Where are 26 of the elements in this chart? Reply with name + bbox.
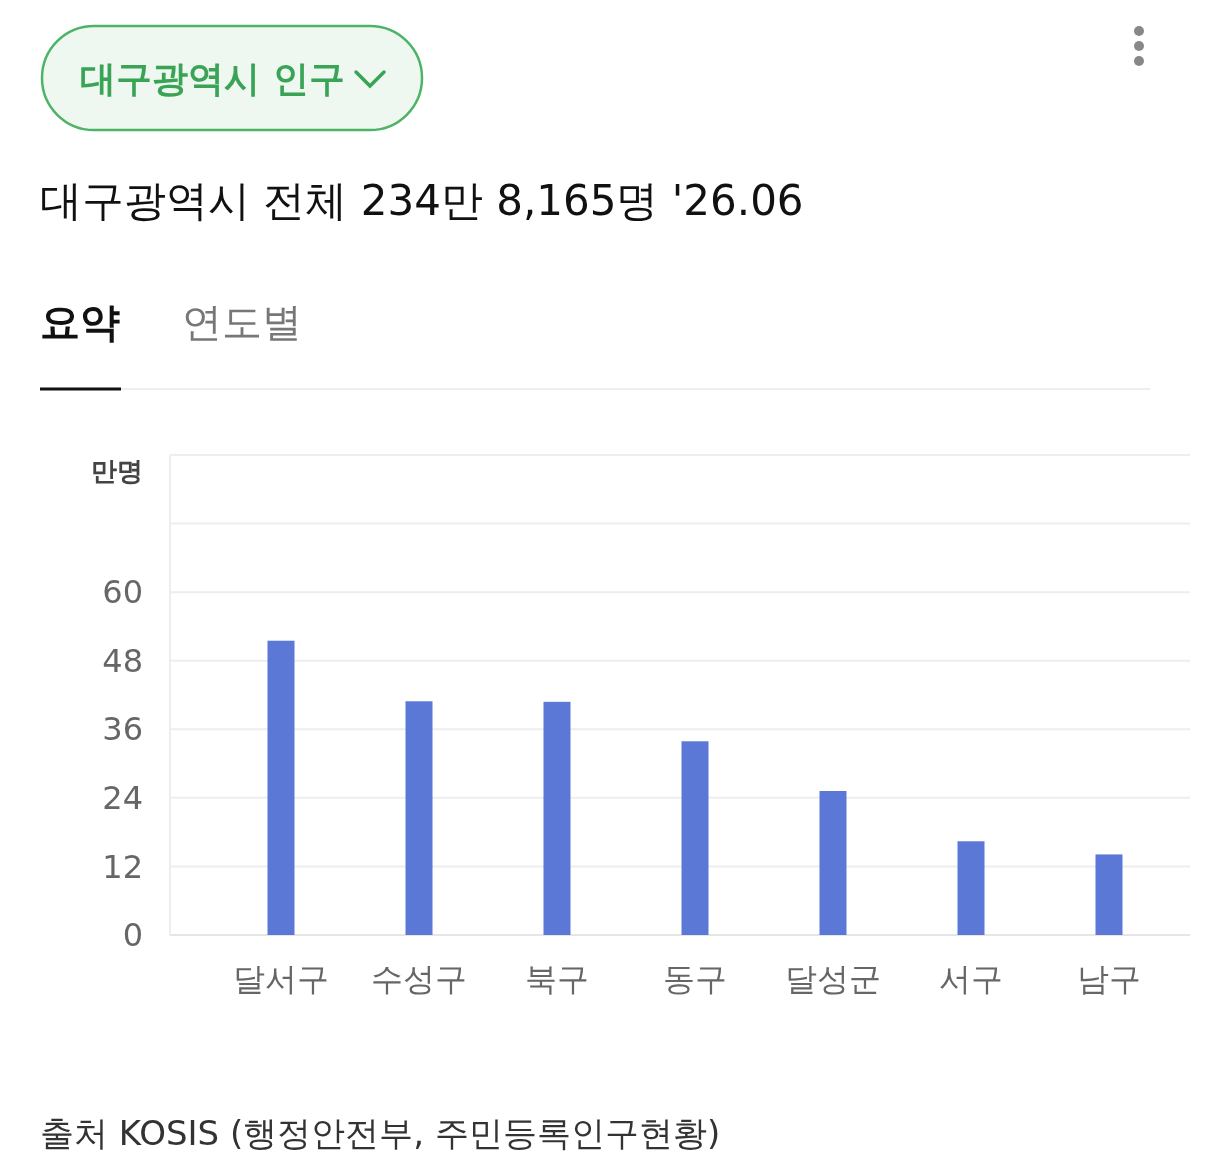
y-tick-label: 12 [102, 847, 143, 886]
x-tick-label: 동구 [663, 960, 727, 998]
chart-title: 대구광역시 인구 [80, 58, 345, 99]
bar [819, 791, 847, 935]
y-tick-label: 48 [102, 641, 143, 680]
x-tick-label: 수성구 [371, 960, 467, 998]
bar [543, 701, 571, 935]
bar [405, 701, 433, 935]
y-axis-title: 만명 [91, 456, 143, 486]
x-tick-label: 남구 [1077, 960, 1141, 998]
x-tick-label: 북구 [525, 960, 589, 998]
bar [267, 640, 295, 935]
y-tick-label: 0 [122, 916, 143, 955]
source-note: 출처 KOSIS (행정안전부, 주민등록인구현황) [40, 1113, 721, 1153]
x-tick-label: 서구 [939, 960, 1003, 998]
bar [681, 741, 709, 935]
y-tick-label: 36 [102, 710, 143, 749]
bar [1095, 854, 1123, 935]
y-tick-label: 60 [102, 573, 143, 612]
x-tick-label: 달서구 [233, 960, 329, 998]
x-tick-label: 달성군 [785, 960, 881, 998]
y-tick-label: 24 [102, 779, 143, 818]
text: 연도별 [182, 299, 302, 345]
chart-subtitle: 대구광역시 전체 234만 8,165명 '26.06 [40, 176, 804, 225]
text: 요약 [40, 299, 120, 345]
bar [957, 841, 985, 935]
